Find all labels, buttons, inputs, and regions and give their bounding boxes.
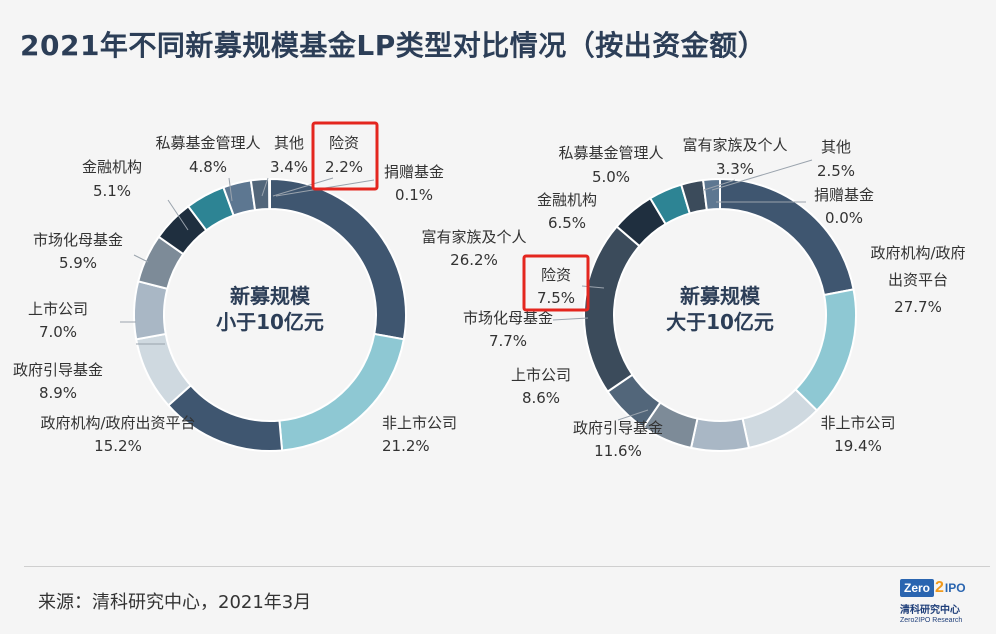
leader-line — [133, 254, 149, 263]
slice-value-label: 5.1% — [93, 182, 131, 200]
logo-chinese-name: 清科研究中心 — [900, 605, 960, 616]
slice-label: 上市公司 — [28, 300, 88, 318]
leader-line — [272, 177, 334, 197]
slice-label: 金融机构 — [82, 158, 142, 176]
donut-center-label: 新募规模 — [230, 284, 311, 308]
slice-label: 金融机构 — [537, 191, 597, 209]
leader-line — [617, 409, 649, 421]
slice-value-label: 26.2% — [450, 251, 498, 269]
slice-label: 私募基金管理人 — [558, 144, 663, 162]
slice-label: 政府引导基金 — [573, 419, 663, 437]
slice-value-label: 15.2% — [94, 437, 142, 455]
leader-line — [261, 177, 269, 197]
donut-center-label: 小于10亿元 — [216, 310, 324, 334]
chart-title: 2021年不同新募规模基金LP类型对比情况（按出资金额） — [20, 29, 767, 62]
slice-value-label: 7.7% — [489, 332, 527, 350]
highlight-box — [311, 121, 379, 191]
slice-value-label: 27.7% — [894, 298, 942, 316]
logo-two: 2 — [935, 579, 944, 596]
slice-value-label: 3.4% — [270, 158, 308, 176]
slice-value-label: 2.2% — [325, 158, 363, 176]
slice-label: 政府机构/政府 — [870, 244, 965, 262]
slice-label: 捐赠基金 — [814, 186, 874, 204]
slice-label-line2: 出资平台 — [888, 271, 948, 289]
slice-label: 市场化母基金 — [33, 231, 123, 249]
slice-label: 险资 — [329, 134, 359, 152]
donut-slice — [794, 288, 857, 412]
slice-value-label: 2.5% — [817, 162, 855, 180]
slice-value-label: 8.9% — [39, 384, 77, 402]
slice-value-label: 7.5% — [537, 289, 575, 307]
slice-value-label: 7.0% — [39, 323, 77, 341]
slice-value-label: 3.3% — [716, 160, 754, 178]
highlight-box — [522, 254, 590, 312]
slice-label: 政府引导基金 — [13, 361, 103, 379]
slice-label: 富有家族及个人 — [682, 136, 787, 154]
slice-value-label: 19.4% — [834, 437, 882, 455]
donut-center-label: 大于10亿元 — [666, 310, 774, 334]
slice-label: 捐赠基金 — [384, 163, 444, 181]
leader-line — [711, 159, 813, 191]
leader-line — [581, 285, 605, 289]
donut-slice — [689, 417, 751, 452]
slice-value-label: 5.0% — [592, 168, 630, 186]
slice-value-label: 5.9% — [59, 254, 97, 272]
leader-line — [228, 177, 233, 202]
slice-value-label: 4.8% — [189, 158, 227, 176]
slice-label: 非上市公司 — [382, 414, 457, 432]
slice-label: 政府机构/政府出资平台 — [40, 414, 195, 432]
slice-value-label: 0.0% — [825, 209, 863, 227]
donut-slice — [268, 177, 271, 211]
donut-slice — [701, 177, 721, 211]
logo-zero: Zero — [900, 579, 935, 597]
slice-value-label: 21.2% — [382, 437, 430, 455]
donut-slice — [133, 280, 169, 341]
slice-label: 非上市公司 — [820, 414, 895, 432]
donut-slice — [741, 387, 819, 450]
slice-label: 其他 — [821, 138, 851, 156]
donut-center-label: 新募规模 — [680, 284, 761, 308]
slice-label: 其他 — [274, 134, 304, 152]
slice-value-label: 11.6% — [594, 442, 642, 460]
leader-line — [167, 199, 189, 231]
slice-label: 险资 — [541, 266, 571, 284]
logo-ipo: IPO — [944, 581, 966, 595]
source-note: 来源：清科研究中心，2021年3月 — [38, 592, 312, 613]
slice-label: 市场化母基金 — [463, 309, 553, 327]
leader-line — [552, 317, 589, 321]
slice-value-label: 0.1% — [395, 186, 433, 204]
slice-label: 富有家族及个人 — [421, 228, 526, 246]
chart-canvas: 新募规模小于10亿元非上市公司21.2%政府机构/政府出资平台15.2%政府引导… — [13, 121, 966, 460]
slice-label: 私募基金管理人 — [155, 134, 260, 152]
slice-value-label: 6.5% — [548, 214, 586, 232]
donut-slice — [278, 332, 405, 452]
logo-english-name: Zero2IPO Research — [900, 617, 963, 624]
zero2ipo-logo: Zero 2 IPO 清科研究中心 Zero2IPO Research — [900, 578, 982, 626]
slice-value-label: 8.6% — [522, 389, 560, 407]
slice-label: 上市公司 — [511, 366, 571, 384]
donut-slice — [583, 225, 641, 394]
footer-divider — [24, 566, 990, 567]
leader-line — [703, 179, 736, 191]
